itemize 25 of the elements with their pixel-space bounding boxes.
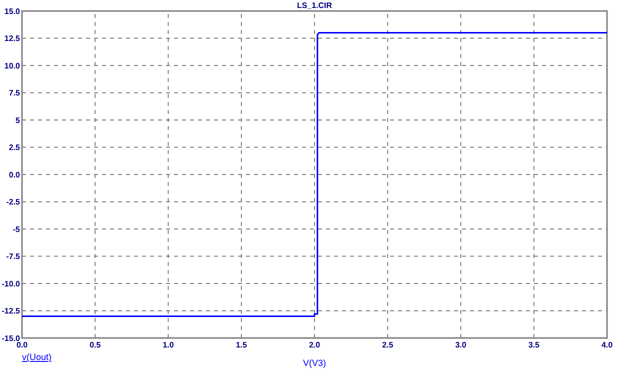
y-tick-label: 2.5 bbox=[8, 143, 21, 152]
y-tick-label: 10.0 bbox=[4, 61, 21, 70]
x-tick-label: 4.0 bbox=[601, 340, 614, 350]
y-tick-label: -15.0 bbox=[2, 334, 21, 343]
y-tick-label: 15.0 bbox=[4, 6, 21, 16]
y-tick-label: -10.0 bbox=[2, 279, 21, 288]
x-tick-label: 0.5 bbox=[90, 340, 102, 350]
x-tick-label: 2.0 bbox=[308, 340, 321, 350]
y-tick-label: -2.5 bbox=[6, 198, 21, 207]
y-tick-label: 7.5 bbox=[8, 88, 21, 98]
x-tick-label: 3.0 bbox=[455, 340, 467, 350]
x-tick-label: 3.5 bbox=[528, 340, 540, 350]
y-tick-label: 5 bbox=[16, 116, 21, 125]
x-tick-label: 1.0 bbox=[162, 340, 174, 350]
x-axis-title: V(V3) bbox=[302, 358, 326, 368]
line-series bbox=[21, 32, 608, 317]
y-tick-label: 0.0 bbox=[8, 170, 21, 180]
x-tick-label: 2.5 bbox=[382, 340, 394, 350]
y-tick-label: -7.5 bbox=[6, 252, 21, 262]
y-tick-label: -12.5 bbox=[2, 306, 21, 316]
x-tick-label: 1.5 bbox=[236, 340, 248, 350]
y-tick-label: 12.5 bbox=[4, 34, 21, 44]
chart-title: LS_1.CIR bbox=[296, 1, 332, 10]
text: v(Uout) bbox=[22, 352, 52, 362]
y-tick-label: -5 bbox=[12, 224, 21, 234]
